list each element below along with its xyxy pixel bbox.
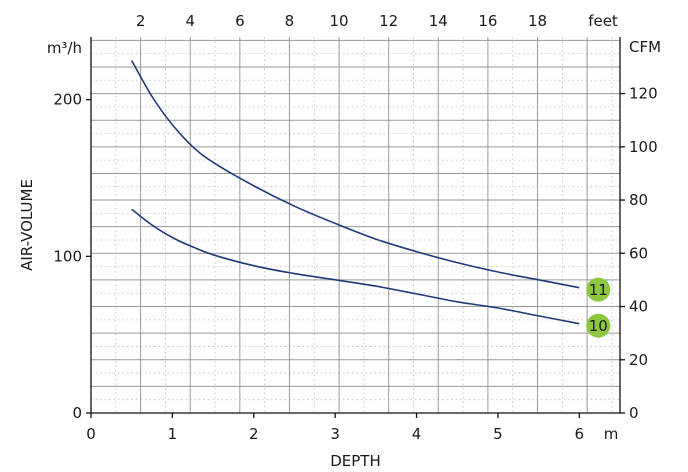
cfm-tick-label: 0 [629, 404, 639, 422]
series-marker-10 [586, 313, 611, 338]
feet-tick-label: 4 [185, 12, 195, 30]
cfm-tick-label: 120 [629, 85, 658, 103]
feet-tick-label: 12 [379, 12, 398, 30]
y-tick-label: 0 [72, 404, 82, 422]
cfm-unit-label: CFM [629, 38, 661, 56]
x-tick-label: 6 [575, 425, 585, 443]
cfm-tick-label: 60 [629, 244, 648, 262]
feet-tick-label: 10 [330, 12, 349, 30]
feet-tick-label: 2 [136, 12, 146, 30]
cfm-tick-label: 80 [629, 191, 648, 209]
cfm-tick-label: 100 [629, 138, 658, 156]
x-unit-label: m [604, 425, 619, 443]
series-layer: 11 10 [131, 60, 611, 338]
y-axis-title: AIR-VOLUME [18, 179, 36, 271]
y-unit-label: m³/h [47, 39, 82, 57]
feet-tick-label: 14 [429, 12, 448, 30]
x-axis-title: DEPTH [330, 452, 381, 470]
feet-tick-label: 16 [478, 12, 497, 30]
x-tick-label: 0 [86, 425, 96, 443]
x-tick-label: 2 [249, 425, 259, 443]
series-label-10: 10 [589, 317, 608, 335]
major-grid [91, 37, 620, 413]
cfm-tick-label: 20 [629, 351, 648, 369]
y-tick-label: 200 [53, 91, 82, 109]
feet-tick-label: 8 [285, 12, 295, 30]
x-tick-label: 4 [412, 425, 422, 443]
x-tick-label: 1 [168, 425, 178, 443]
series-label-11: 11 [589, 281, 608, 299]
feet-unit-label: feet [588, 12, 618, 30]
series-curve-10 [131, 208, 580, 325]
series-curve-11 [131, 60, 580, 289]
x-tick-label: 5 [493, 425, 503, 443]
series-marker-11 [586, 277, 611, 302]
y-tick-label: 100 [53, 247, 82, 265]
feet-tick-label: 18 [528, 12, 547, 30]
cfm-tick-label: 40 [629, 298, 648, 316]
axes [86, 37, 625, 418]
x-tick-label: 3 [330, 425, 340, 443]
feet-tick-label: 6 [235, 12, 245, 30]
